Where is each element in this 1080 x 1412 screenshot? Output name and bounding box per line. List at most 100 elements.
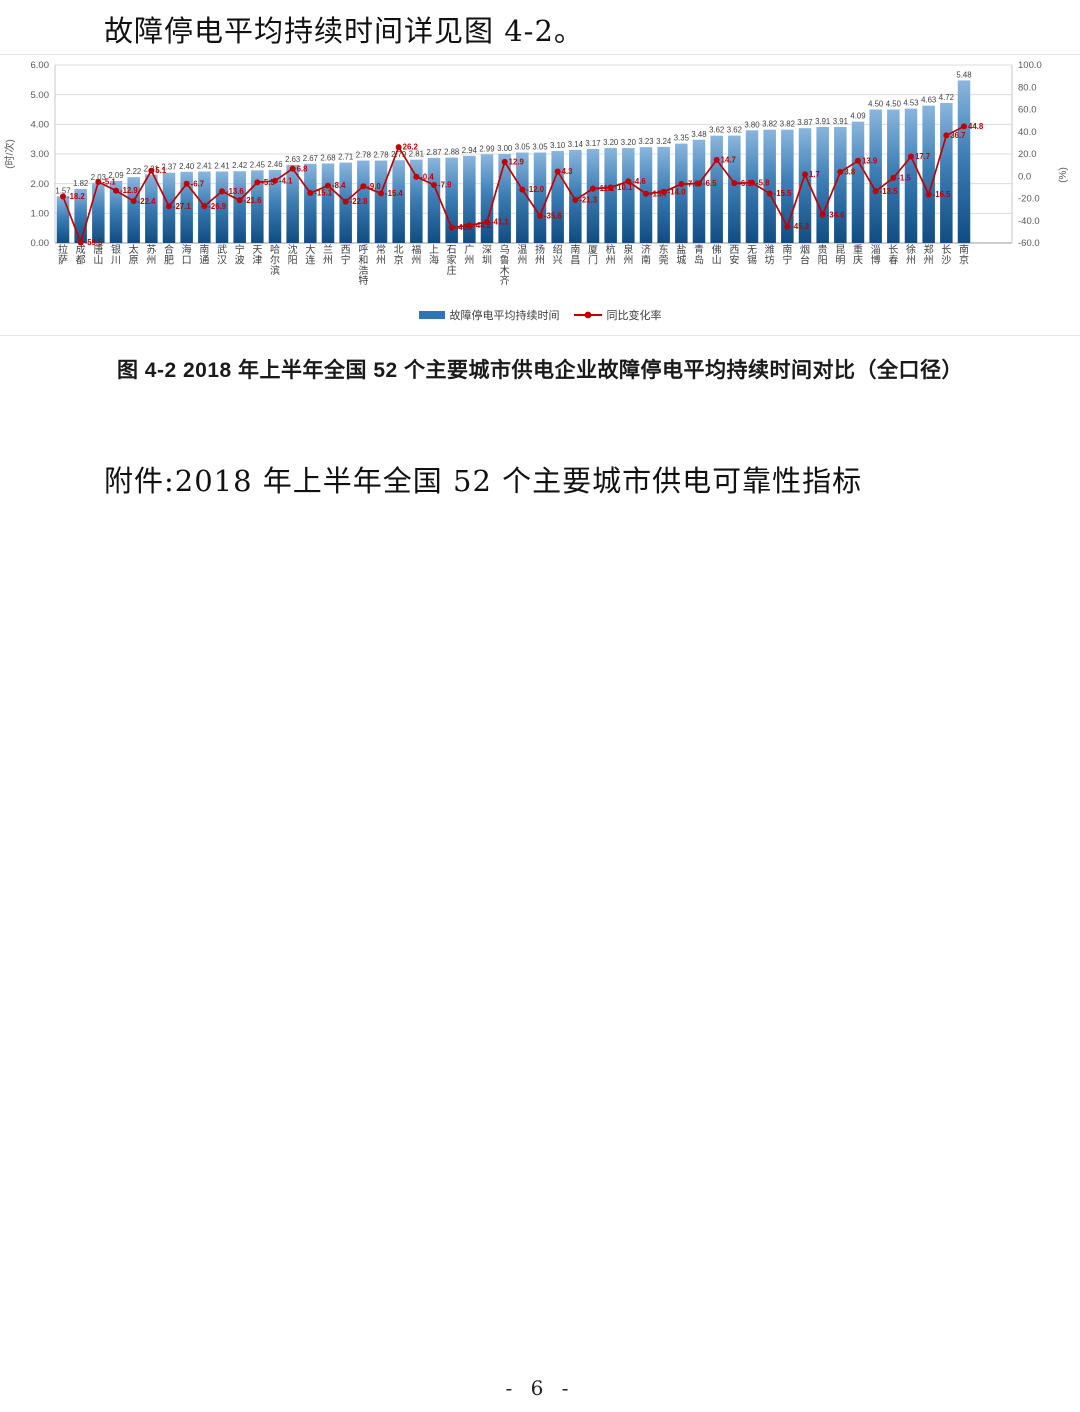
svg-text:大连: 大连 [305, 243, 315, 266]
svg-text:温州: 温州 [517, 244, 527, 266]
svg-text:0.00: 0.00 [31, 238, 50, 249]
svg-text:40.0: 40.0 [1018, 127, 1037, 138]
line-marker [113, 187, 119, 194]
line-marker [60, 193, 66, 200]
svg-text:2.94: 2.94 [462, 146, 478, 155]
line-marker [166, 203, 172, 210]
svg-text:3.82: 3.82 [762, 120, 777, 129]
bar [798, 128, 812, 243]
svg-text:长沙: 长沙 [941, 244, 951, 266]
svg-text:4.63: 4.63 [921, 96, 936, 105]
line-marker [219, 188, 225, 195]
svg-text:-5.5: -5.5 [261, 178, 275, 187]
svg-text:-15.1: -15.1 [314, 189, 332, 198]
line-marker [837, 169, 844, 176]
svg-text:郑州: 郑州 [924, 243, 934, 266]
bar-series-swatch-icon [418, 311, 445, 319]
svg-text:-11.1: -11.1 [597, 184, 615, 193]
svg-text:3.05: 3.05 [532, 143, 548, 152]
legend-item-bars: 故障停电平均持续时间 [418, 307, 560, 323]
svg-text:-8.4: -8.4 [332, 181, 346, 190]
bar [56, 196, 70, 243]
bar [904, 108, 918, 243]
svg-text:2.68: 2.68 [320, 153, 335, 162]
svg-text:绍兴: 绍兴 [553, 243, 563, 266]
line-marker [749, 179, 755, 186]
svg-text:6.8: 6.8 [297, 164, 309, 173]
svg-text:-12.9: -12.9 [120, 186, 138, 195]
bar [463, 155, 476, 243]
svg-text:哈尔滨: 哈尔滨 [270, 243, 280, 277]
line-series [62, 125, 965, 246]
bar [710, 135, 723, 243]
line-marker [325, 182, 331, 189]
line-marker [254, 179, 261, 186]
svg-text:杭州: 杭州 [606, 243, 616, 266]
svg-text:潍坊: 潍坊 [765, 244, 775, 266]
svg-text:36.7: 36.7 [950, 131, 965, 140]
svg-text:-34.6: -34.6 [827, 210, 845, 219]
bar [834, 127, 847, 243]
bar [922, 105, 935, 243]
svg-text:0.0: 0.0 [1018, 171, 1031, 182]
line-marker [95, 178, 102, 185]
svg-text:拉萨: 拉萨 [58, 243, 68, 266]
svg-text:-6.7: -6.7 [191, 179, 204, 188]
svg-text:-35.6: -35.6 [544, 211, 562, 220]
svg-text:-6.5: -6.5 [703, 179, 717, 188]
line-marker [554, 168, 561, 175]
bar [551, 151, 564, 243]
line-marker [590, 185, 596, 192]
svg-text:-44.2: -44.2 [473, 221, 491, 230]
svg-text:-7.0: -7.0 [685, 180, 699, 189]
svg-text:-13.5: -13.5 [880, 187, 898, 196]
bar [304, 163, 317, 243]
svg-text:北京: 北京 [394, 244, 404, 266]
svg-text:5.00: 5.00 [31, 90, 50, 101]
svg-text:昆明: 昆明 [835, 244, 845, 266]
chart-legend: 故障停电平均持续时间 同比变化率 [0, 305, 1080, 325]
svg-text:3.20: 3.20 [603, 138, 619, 147]
bar [516, 152, 529, 243]
svg-text:2.71: 2.71 [338, 153, 353, 162]
svg-text:-15.4: -15.4 [385, 189, 403, 198]
svg-text:成都: 成都 [76, 244, 86, 266]
svg-text:徐州: 徐州 [906, 243, 916, 266]
divider-mid [0, 335, 1080, 336]
figure-caption: 图 4-2 2018 年上半年全国 52 个主要城市供电企业故障停电平均持续时间… [116, 359, 964, 382]
svg-text:上海: 上海 [429, 244, 439, 266]
svg-text:2.99: 2.99 [479, 144, 494, 153]
bar [781, 129, 794, 243]
bar [109, 180, 123, 243]
svg-text:6.00: 6.00 [31, 60, 50, 71]
svg-text:贵阳: 贵阳 [818, 243, 828, 266]
svg-text:3.10: 3.10 [550, 141, 566, 150]
svg-text:2.37: 2.37 [161, 163, 176, 172]
svg-text:-0.4: -0.4 [420, 172, 434, 181]
svg-text:3.23: 3.23 [638, 137, 653, 146]
svg-text:2.41: 2.41 [197, 162, 212, 171]
svg-text:太原: 太原 [129, 243, 139, 266]
svg-text:2.78: 2.78 [356, 151, 371, 160]
bar [728, 135, 741, 243]
svg-text:-12.0: -12.0 [526, 185, 544, 194]
bar [533, 152, 547, 243]
line-marker [678, 181, 685, 188]
x-axis-category-labels: 拉萨成都唐山银川太原苏州合肥海口南通武汉宁波天津哈尔滨沈阳大连兰州西宁呼和浩特常… [58, 243, 969, 287]
svg-text:南昌: 南昌 [570, 243, 580, 266]
svg-text:12.9: 12.9 [509, 157, 525, 166]
svg-text:2.00: 2.00 [31, 179, 50, 190]
line-markers [60, 123, 967, 246]
svg-text:100.0: 100.0 [1018, 60, 1042, 71]
svg-text:扬州: 扬州 [535, 243, 545, 266]
line-marker [77, 239, 84, 246]
svg-text:宁波: 宁波 [235, 243, 245, 266]
svg-text:济南: 济南 [641, 243, 651, 266]
svg-text:南通: 南通 [199, 243, 209, 266]
svg-text:4.00: 4.00 [31, 120, 50, 131]
svg-text:-14.0: -14.0 [668, 187, 686, 196]
svg-text:西安: 西安 [729, 245, 739, 266]
svg-text:26.2: 26.2 [403, 143, 419, 152]
svg-text:东莞: 东莞 [659, 243, 669, 266]
line-marker [519, 186, 526, 193]
